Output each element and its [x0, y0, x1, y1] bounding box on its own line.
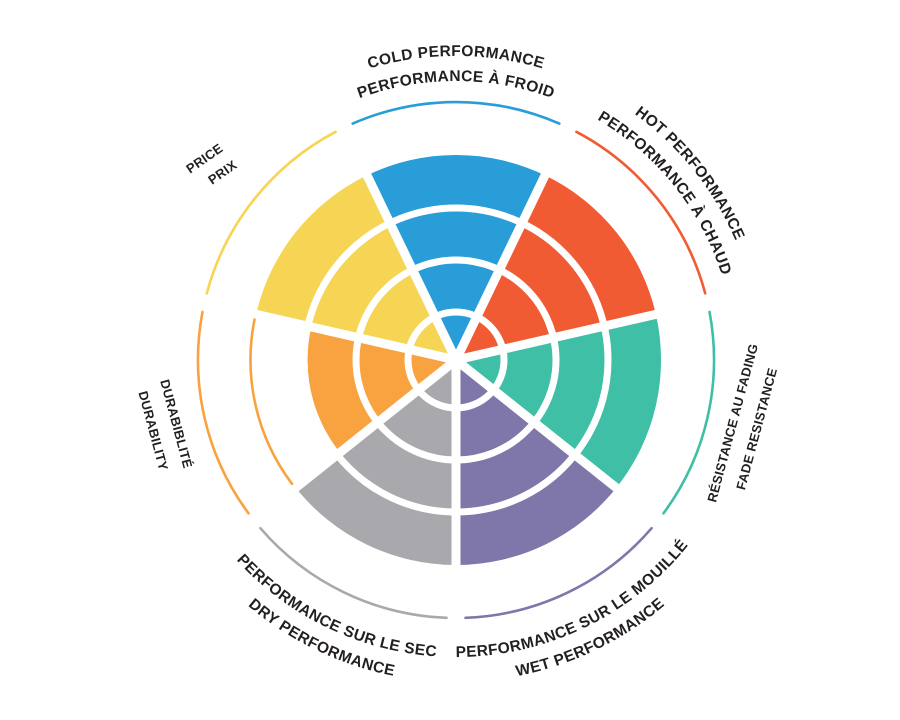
outer-arc-dry-performance: [259, 526, 448, 620]
wedge-dry-performance: [295, 360, 456, 565]
wedge-spoke: [454, 308, 666, 365]
empty-ring-arc-durability: [249, 318, 294, 486]
outer-arc-hot-performance: [575, 130, 707, 295]
wedge-spoke: [285, 356, 459, 497]
wedge-spoke: [359, 165, 461, 362]
outer-arc-fade-resistance: [662, 310, 716, 515]
center-dot: [450, 354, 462, 366]
outer-arc-cold-performance: [351, 100, 561, 125]
wedge-wet-performance: [456, 360, 617, 565]
label-hot-performance-en: HOT PERFORMANCE: [632, 103, 748, 242]
wedge-hot-performance: [456, 175, 656, 360]
wedge-price: [256, 175, 456, 360]
wedge-spoke: [451, 165, 553, 362]
wheel-wedges-layer: [196, 100, 716, 620]
label-cold-performance-en: COLD PERFORMANCE: [366, 43, 547, 72]
wedge-spoke: [246, 308, 458, 365]
outer-arc-durability: [196, 310, 250, 515]
label-cold-performance-fr: PERFORMANCE À FROID: [355, 68, 557, 102]
outer-arc-price: [205, 130, 337, 295]
wedge-durability: [307, 327, 456, 453]
wedge-spoke: [453, 356, 627, 497]
outer-arc-wet-performance: [464, 526, 653, 620]
